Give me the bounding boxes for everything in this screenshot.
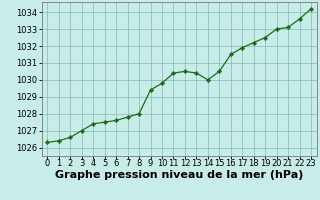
X-axis label: Graphe pression niveau de la mer (hPa): Graphe pression niveau de la mer (hPa) (55, 170, 303, 180)
